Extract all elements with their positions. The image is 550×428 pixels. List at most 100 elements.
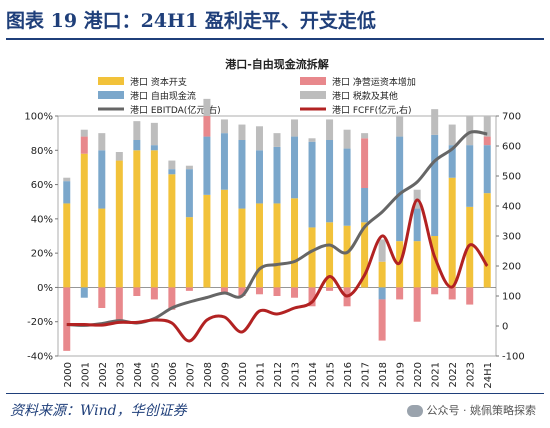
x-tick-label: 2003 bbox=[115, 362, 126, 387]
bar-fcf bbox=[361, 188, 369, 223]
bar-tax bbox=[378, 239, 386, 262]
bar-capex bbox=[273, 203, 281, 288]
bar-wc bbox=[396, 287, 404, 300]
bar-tax bbox=[203, 98, 211, 116]
bar-fcf bbox=[308, 141, 316, 228]
bar-capex bbox=[483, 193, 491, 288]
bar-tax bbox=[343, 129, 351, 149]
y-right-tick-label: 200 bbox=[502, 262, 521, 273]
chart-title: 港口-自由现金流拆解 bbox=[225, 57, 329, 71]
bar-fcf bbox=[238, 140, 246, 209]
bar-wc bbox=[115, 287, 123, 322]
bar-tax bbox=[448, 124, 456, 146]
y-right-tick-label: 100 bbox=[502, 292, 521, 303]
y-right-tick-label: 700 bbox=[502, 112, 521, 123]
bar-tax bbox=[308, 138, 316, 142]
bar-tax bbox=[133, 121, 141, 140]
x-tick-label: 2010 bbox=[238, 362, 249, 387]
bar-wc bbox=[378, 299, 386, 341]
y-right-tick-label: 0 bbox=[502, 322, 508, 333]
bar-wc bbox=[133, 287, 141, 296]
bar-tax bbox=[150, 122, 158, 146]
bar-capex bbox=[378, 261, 386, 288]
legend-label-capex: 港口 资本开支 bbox=[130, 76, 187, 88]
bar-wc bbox=[220, 287, 228, 293]
bar-wc bbox=[63, 287, 71, 351]
bar-tax bbox=[220, 119, 228, 134]
header-rule bbox=[6, 38, 544, 40]
bar-capex bbox=[431, 236, 439, 288]
bar-fcf bbox=[431, 134, 439, 236]
bar-tax bbox=[291, 119, 299, 137]
x-tick-label: 2023 bbox=[466, 362, 477, 387]
bar-wc bbox=[483, 136, 491, 146]
bar-fcf bbox=[133, 140, 141, 151]
bar-fcf bbox=[185, 169, 193, 218]
x-tick-label: 2000 bbox=[63, 362, 74, 387]
bar-fcf bbox=[80, 287, 88, 298]
x-tick-label: 24H1 bbox=[483, 362, 494, 389]
y-right-tick-label: 400 bbox=[502, 202, 521, 213]
bar-tax bbox=[483, 116, 491, 137]
x-tick-label: 2002 bbox=[98, 362, 109, 387]
bar-tax bbox=[431, 109, 439, 135]
y-right-tick-label: 600 bbox=[502, 142, 521, 153]
bar-capex bbox=[361, 222, 369, 288]
y-left-tick-label: 0% bbox=[37, 283, 53, 294]
bar-capex bbox=[80, 153, 88, 288]
bar-wc bbox=[168, 287, 176, 310]
bar-capex bbox=[220, 189, 228, 288]
bar-fcf bbox=[203, 136, 211, 195]
bar-fcf bbox=[273, 146, 281, 204]
bar-capex bbox=[203, 194, 211, 288]
legend-swatch-fcf bbox=[98, 91, 124, 99]
bar-fcf bbox=[150, 145, 158, 151]
bar-fcf bbox=[413, 208, 421, 242]
legend-swatch-tax bbox=[300, 91, 326, 99]
y-left-tick-label: 100% bbox=[24, 112, 53, 123]
x-tick-label: 2016 bbox=[343, 362, 354, 387]
bar-tax bbox=[63, 177, 71, 182]
legend-label-wc: 港口 净营运资本增加 bbox=[332, 76, 416, 88]
bar-capex bbox=[115, 160, 123, 288]
wechat-icon bbox=[406, 405, 423, 417]
y-left-tick-label: -20% bbox=[27, 317, 53, 328]
bar-capex bbox=[308, 227, 316, 288]
bar-capex bbox=[413, 241, 421, 288]
figure-title: 图表 19 港口：24H1 盈利走平、开支走低 bbox=[6, 10, 376, 32]
bar-tax bbox=[255, 126, 263, 151]
bar-fcf bbox=[483, 145, 491, 194]
bar-fcf bbox=[326, 140, 334, 223]
legend-swatch-capex bbox=[98, 77, 124, 85]
x-tick-label: 2012 bbox=[273, 362, 284, 387]
legend-label-tax: 港口 税款及其他 bbox=[332, 90, 398, 102]
x-tick-label: 2021 bbox=[431, 362, 442, 387]
y-left-tick-label: 80% bbox=[31, 146, 53, 157]
bar-fcf bbox=[466, 145, 474, 207]
bar-wc bbox=[291, 287, 299, 298]
y-left-tick-label: 20% bbox=[31, 249, 53, 260]
bar-fcf bbox=[63, 181, 71, 204]
bar-fcf bbox=[255, 150, 263, 204]
y-right-tick-label: 500 bbox=[502, 172, 521, 183]
bar-fcf bbox=[168, 169, 176, 175]
line-fcff bbox=[66, 198, 489, 343]
bar-tax bbox=[326, 119, 334, 140]
bar-fcf bbox=[291, 136, 299, 199]
bar-wc bbox=[448, 287, 456, 300]
x-tick-label: 2004 bbox=[133, 362, 144, 387]
x-tick-label: 2017 bbox=[361, 362, 372, 387]
bar-wc bbox=[98, 287, 106, 308]
x-tick-label: 2005 bbox=[150, 362, 161, 387]
bar-fcf bbox=[220, 133, 228, 190]
bar-wc bbox=[326, 287, 334, 291]
footer-rule bbox=[6, 393, 544, 394]
y-left-tick-label: -40% bbox=[27, 352, 53, 363]
legend-label-fcff: 港口 FCFF(亿元,右) bbox=[332, 104, 412, 116]
bar-tax bbox=[80, 129, 88, 137]
bar-wc bbox=[413, 287, 421, 322]
x-tick-label: 2014 bbox=[308, 362, 319, 387]
bar-wc bbox=[150, 287, 158, 300]
bar-fcf bbox=[343, 148, 351, 226]
